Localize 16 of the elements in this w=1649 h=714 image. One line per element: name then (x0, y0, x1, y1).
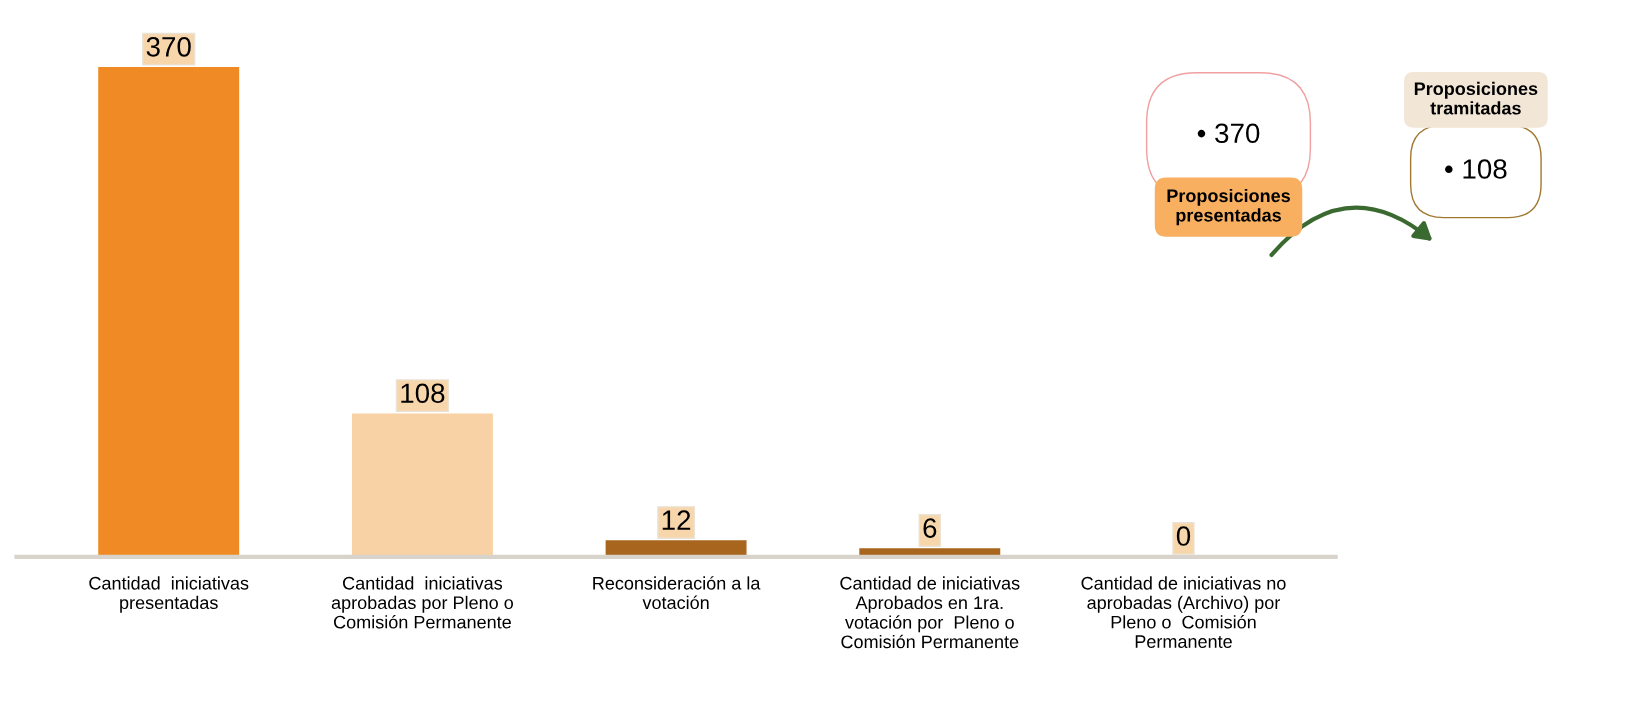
data-label: 12 (662, 510, 691, 530)
bar (605, 540, 747, 557)
data-label: 370 (146, 36, 191, 57)
data-label: 108 (401, 383, 445, 404)
text: Proposiciones tramitadas (1414, 81, 1538, 115)
x-tick-label: Cantidad iniciativas aprobadas por Pleno o Comisión Permanente (331, 576, 513, 629)
x-tick-label: Cantidad de iniciativas Aprobados en 1ra. votación por Pleno o Comisión Permanente (840, 576, 1020, 649)
x-tick-label: Cantidad de iniciativas no aprobadas (Archivo) por Pleno o Comisión Permanente (1081, 576, 1286, 648)
data-label: 0 (1176, 526, 1191, 546)
x-tick-label: Cantidad iniciativas presentadas (89, 576, 249, 613)
x-tick-label: Reconsideración a la votación (593, 576, 761, 610)
bar (98, 67, 240, 557)
data-label: 6 (923, 518, 937, 538)
annotation: • 370 (1197, 123, 1260, 144)
text: • 108 (1445, 159, 1507, 179)
annotation: Proposiciones presentadas (1167, 188, 1290, 226)
